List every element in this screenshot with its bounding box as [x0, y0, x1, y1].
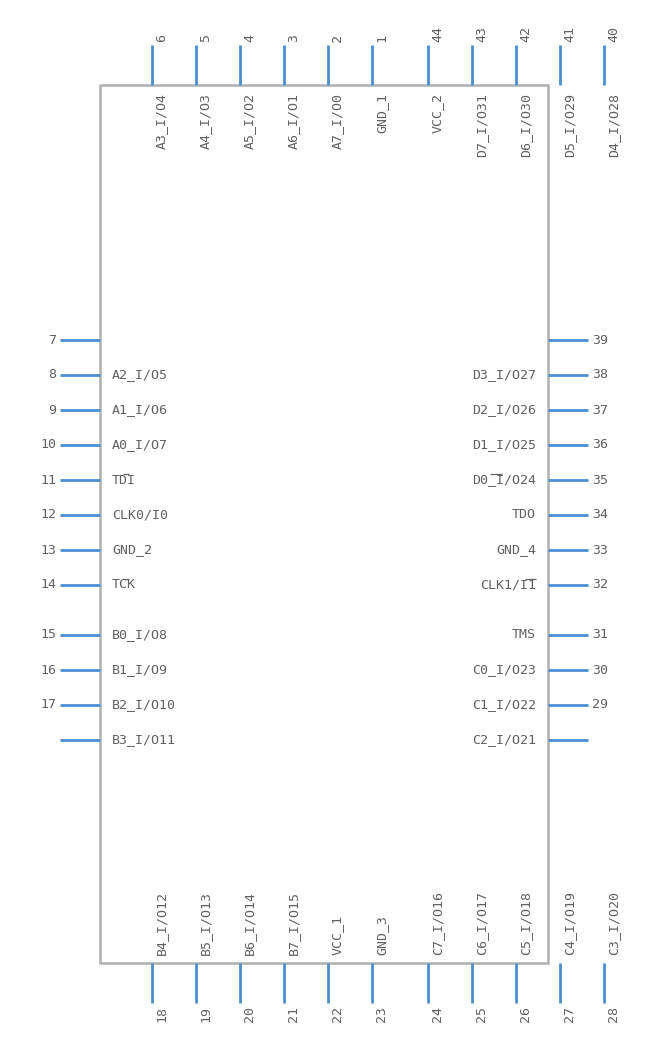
Text: C7_I/O16: C7_I/O16 — [431, 891, 444, 955]
Text: 43: 43 — [475, 26, 488, 42]
Text: A5_I/O2: A5_I/O2 — [243, 93, 256, 149]
Text: 27: 27 — [563, 1006, 576, 1022]
Text: GND_4: GND_4 — [496, 544, 536, 556]
Text: TDI: TDI — [112, 474, 136, 486]
Text: 41: 41 — [563, 26, 576, 42]
Text: C3_I/O20: C3_I/O20 — [607, 891, 620, 955]
Text: 6: 6 — [155, 34, 168, 42]
Text: 24: 24 — [431, 1006, 444, 1022]
Text: 25: 25 — [475, 1006, 488, 1022]
Text: GND_2: GND_2 — [112, 544, 152, 556]
Text: B4_I/O12: B4_I/O12 — [155, 891, 168, 955]
Text: D0_I/O24: D0_I/O24 — [472, 474, 536, 486]
Text: 20: 20 — [243, 1006, 256, 1022]
Text: C5_I/O18: C5_I/O18 — [519, 891, 532, 955]
Text: 2: 2 — [331, 34, 344, 42]
Text: 33: 33 — [592, 544, 608, 556]
Text: CLK0/I0: CLK0/I0 — [112, 508, 168, 522]
Text: GND_1: GND_1 — [375, 93, 388, 133]
Text: 9: 9 — [48, 403, 56, 416]
Text: A3_I/O4: A3_I/O4 — [155, 93, 168, 149]
Text: 21: 21 — [287, 1006, 300, 1022]
Text: D4_I/O28: D4_I/O28 — [607, 93, 620, 157]
Text: 23: 23 — [375, 1006, 388, 1022]
Text: C4_I/O19: C4_I/O19 — [563, 891, 576, 955]
Text: B3_I/O11: B3_I/O11 — [112, 734, 176, 746]
Text: 42: 42 — [519, 26, 532, 42]
Text: 39: 39 — [592, 333, 608, 347]
Text: 22: 22 — [331, 1006, 344, 1022]
Text: D2_I/O26: D2_I/O26 — [472, 403, 536, 416]
Text: A7_I/O0: A7_I/O0 — [331, 93, 344, 149]
Text: 4: 4 — [243, 34, 256, 42]
Text: 5: 5 — [199, 34, 212, 42]
Text: D7_I/O31: D7_I/O31 — [475, 93, 488, 157]
Text: 16: 16 — [40, 663, 56, 677]
Bar — [100, 85, 548, 963]
Text: 19: 19 — [199, 1006, 212, 1022]
Text: 11: 11 — [40, 474, 56, 486]
Text: CLK1/I1: CLK1/I1 — [480, 578, 536, 591]
Text: TMS: TMS — [512, 629, 536, 641]
Text: C2_I/O21: C2_I/O21 — [472, 734, 536, 746]
Text: 18: 18 — [155, 1006, 168, 1022]
Text: 31: 31 — [592, 629, 608, 641]
Text: A2_I/O5: A2_I/O5 — [112, 369, 168, 381]
Text: B6_I/O14: B6_I/O14 — [243, 891, 256, 955]
Text: B0_I/O8: B0_I/O8 — [112, 629, 168, 641]
Text: VCC_2: VCC_2 — [431, 93, 444, 133]
Text: 29: 29 — [592, 699, 608, 712]
Text: 36: 36 — [592, 438, 608, 452]
Text: 8: 8 — [48, 369, 56, 381]
Text: 34: 34 — [592, 508, 608, 522]
Text: 13: 13 — [40, 544, 56, 556]
Text: 7: 7 — [48, 333, 56, 347]
Text: 32: 32 — [592, 578, 608, 591]
Text: 3: 3 — [287, 34, 300, 42]
Text: 12: 12 — [40, 508, 56, 522]
Text: B7_I/O15: B7_I/O15 — [287, 891, 300, 955]
Text: 30: 30 — [592, 663, 608, 677]
Text: 1: 1 — [375, 34, 388, 42]
Text: B1_I/O9: B1_I/O9 — [112, 663, 168, 677]
Text: A4_I/O3: A4_I/O3 — [199, 93, 212, 149]
Text: 28: 28 — [607, 1006, 620, 1022]
Text: TDO: TDO — [512, 508, 536, 522]
Text: C0_I/O23: C0_I/O23 — [472, 663, 536, 677]
Text: D3_I/O27: D3_I/O27 — [472, 369, 536, 381]
Text: A0_I/O7: A0_I/O7 — [112, 438, 168, 452]
Text: A6_I/O1: A6_I/O1 — [287, 93, 300, 149]
Text: C6_I/O17: C6_I/O17 — [475, 891, 488, 955]
Text: 17: 17 — [40, 699, 56, 712]
Text: B5_I/O13: B5_I/O13 — [199, 891, 212, 955]
Text: 44: 44 — [431, 26, 444, 42]
Text: A1_I/O6: A1_I/O6 — [112, 403, 168, 416]
Text: 38: 38 — [592, 369, 608, 381]
Text: D1_I/O25: D1_I/O25 — [472, 438, 536, 452]
Text: 37: 37 — [592, 403, 608, 416]
Text: B2_I/O10: B2_I/O10 — [112, 699, 176, 712]
Text: VCC_1: VCC_1 — [331, 915, 344, 955]
Text: TCK: TCK — [112, 578, 136, 591]
Text: 10: 10 — [40, 438, 56, 452]
Text: 40: 40 — [607, 26, 620, 42]
Text: 15: 15 — [40, 629, 56, 641]
Text: 35: 35 — [592, 474, 608, 486]
Text: D5_I/O29: D5_I/O29 — [563, 93, 576, 157]
Text: C1_I/O22: C1_I/O22 — [472, 699, 536, 712]
Text: GND_3: GND_3 — [375, 915, 388, 955]
Text: D6_I/O30: D6_I/O30 — [519, 93, 532, 157]
Text: 26: 26 — [519, 1006, 532, 1022]
Text: 14: 14 — [40, 578, 56, 591]
